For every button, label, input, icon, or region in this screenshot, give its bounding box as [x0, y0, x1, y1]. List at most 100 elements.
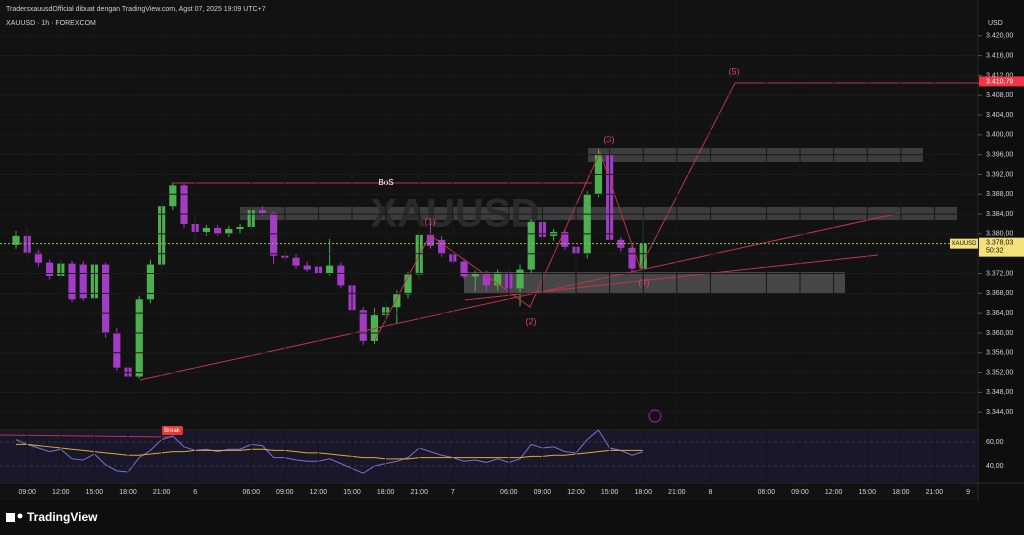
y-tick-label: 3.412,00 — [986, 72, 1013, 79]
x-tick-label: 15:00 — [86, 489, 104, 496]
y-tick-label: 40,00 — [986, 463, 1004, 470]
target-tag — [979, 76, 1024, 87]
x-tick-label: 12:00 — [567, 489, 585, 496]
y-tick-label: 3.380,00 — [986, 231, 1013, 238]
wave-line — [374, 82, 1024, 341]
candle-body — [303, 265, 311, 270]
annotation: (4) — [639, 277, 650, 287]
annotation: (1) — [425, 216, 436, 226]
x-tick-label: 21:00 — [410, 489, 428, 496]
trend-line — [464, 254, 879, 301]
symbol-line: XAUUSD · 1h · FOREXCOM — [6, 20, 96, 27]
candle-body — [292, 257, 300, 266]
target-tag-text: 3.410,79 — [986, 78, 1013, 85]
y-tick-label: 3.416,00 — [986, 52, 1013, 59]
y-tick-label: 3.400,00 — [986, 132, 1013, 139]
y-tick-label: 3.344,00 — [986, 409, 1013, 416]
x-tick-label: 6 — [193, 489, 197, 496]
candle-body — [561, 231, 569, 247]
candle-body — [12, 235, 20, 245]
candle-body — [337, 265, 345, 286]
candle-body — [516, 269, 524, 289]
break-line — [0, 434, 173, 438]
x-tick-label: 7 — [451, 489, 455, 496]
y-tick-label: 3.404,00 — [986, 112, 1013, 119]
x-tick-label: 18:00 — [892, 489, 910, 496]
candle-body — [169, 185, 177, 207]
y-tick-label: 3.360,00 — [986, 330, 1013, 337]
x-tick-label: 12:00 — [310, 489, 328, 496]
x-tick-label: 18:00 — [377, 489, 395, 496]
logo-mark — [17, 513, 23, 519]
candle-body — [326, 265, 334, 274]
x-tick-label: 06:00 — [500, 489, 518, 496]
candle-body — [180, 185, 188, 224]
y-tick-label: 3.384,00 — [986, 211, 1013, 218]
y-tick-label: 3.392,00 — [986, 171, 1013, 178]
y-tick-label: 3.372,00 — [986, 270, 1013, 277]
candle-body — [34, 252, 43, 263]
x-tick-label: 09:00 — [276, 489, 294, 496]
y-tick-label: 3.352,00 — [986, 369, 1013, 376]
candle-body — [583, 194, 591, 254]
trend-line — [139, 212, 901, 381]
symbol-tag-text: XAUUSD — [951, 241, 977, 247]
y-tick-label: 3.364,00 — [986, 310, 1013, 317]
candle-body — [146, 264, 155, 300]
currency: USD — [988, 20, 1003, 27]
x-tick-label: 21:00 — [926, 489, 944, 496]
x-tick-label: 12:00 — [825, 489, 843, 496]
rsi — [15, 429, 644, 474]
candle-body — [494, 272, 502, 286]
candle-body — [426, 234, 435, 246]
event-icon[interactable] — [648, 409, 662, 423]
candle-body — [460, 261, 468, 277]
y-tick-label: 3.396,00 — [986, 152, 1013, 159]
x-tick-label: 15:00 — [343, 489, 361, 496]
credit: TradersxauusdOfficial dibuat dengan Trad… — [6, 6, 266, 13]
candle-body — [258, 210, 267, 214]
x-tick-label: 21:00 — [153, 489, 171, 496]
x-tick-label: 15:00 — [601, 489, 619, 496]
y-tick-label: 3.356,00 — [986, 350, 1013, 357]
candle-body — [202, 227, 211, 232]
countdown: 50:32 — [986, 248, 1004, 255]
x-tick-label: 09:00 — [534, 489, 552, 496]
candle-body — [79, 264, 87, 299]
annotation: (3) — [604, 134, 615, 144]
x-tick-label: 15:00 — [858, 489, 876, 496]
x-tick-label: 8 — [708, 489, 712, 496]
candle-body — [438, 239, 446, 254]
symbol-tag — [950, 238, 978, 249]
x-tick-label: 09:00 — [18, 489, 36, 496]
candle-body — [482, 273, 491, 286]
y-tick-label: 60,00 — [986, 439, 1004, 446]
candle-body — [113, 332, 121, 368]
x-tick-label: 06:00 — [758, 489, 776, 496]
y-tick-label: 3.348,00 — [986, 389, 1013, 396]
candle-body — [628, 247, 636, 269]
x-tick-label: 18:00 — [634, 489, 652, 496]
candle-body — [404, 274, 412, 295]
x-tick-label: 9 — [966, 489, 970, 496]
candle-body — [102, 264, 110, 333]
candle-body — [393, 294, 401, 308]
logo: TradingView — [27, 510, 98, 524]
price-tag — [979, 237, 1024, 257]
candle-body — [135, 299, 143, 377]
candle-body — [236, 226, 244, 229]
y-tick-label: 3.408,00 — [986, 92, 1013, 99]
watermark: XAUUSD — [371, 192, 540, 236]
x-tick-label: 12:00 — [52, 489, 70, 496]
annotation: (2) — [526, 316, 537, 326]
y-tick-label: 3.420,00 — [986, 33, 1013, 40]
logo-mark — [6, 513, 15, 522]
y-tick-label: 3.368,00 — [986, 290, 1013, 297]
candle-body — [471, 273, 479, 277]
candle-body — [527, 222, 535, 270]
x-tick-label: 06:00 — [242, 489, 260, 496]
rsi-pane — [0, 431, 978, 482]
x-tick-label: 21:00 — [668, 489, 686, 496]
x-tick-label: 18:00 — [119, 489, 137, 496]
